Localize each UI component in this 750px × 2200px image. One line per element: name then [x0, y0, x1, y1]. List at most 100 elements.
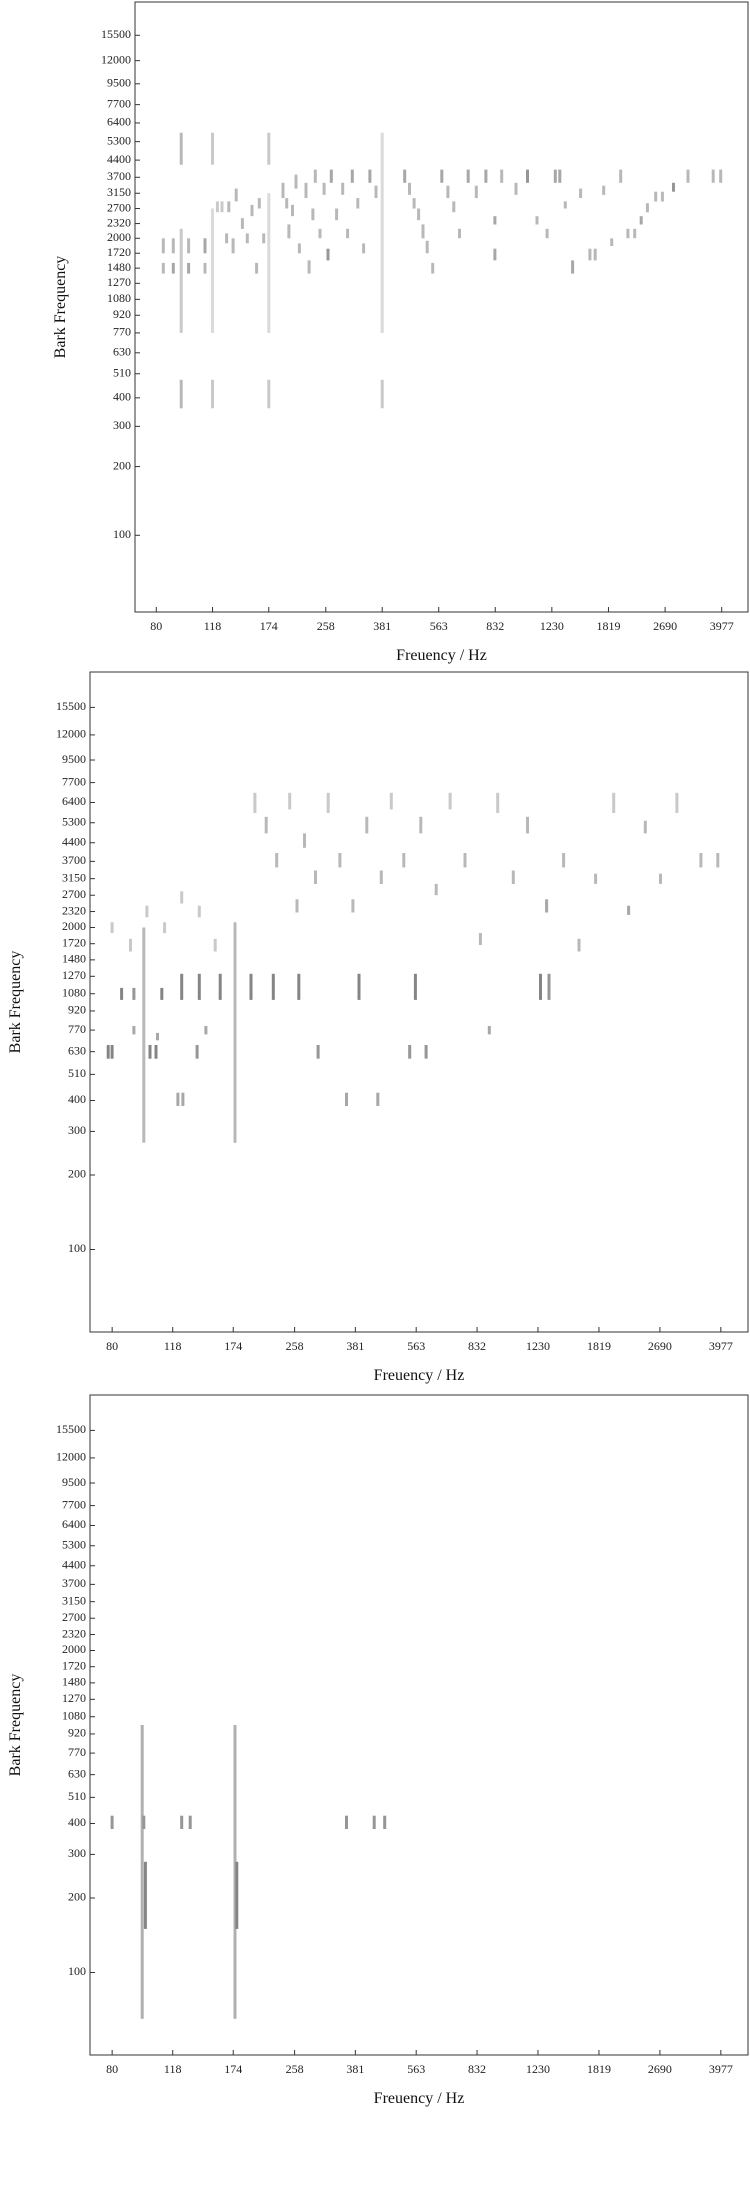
y-tick-label: 5300	[62, 1537, 86, 1551]
heatmap-cell	[215, 201, 219, 213]
heatmap-cell	[448, 792, 452, 810]
heatmap-cell	[253, 792, 257, 813]
y-tick-label: 510	[68, 1066, 86, 1080]
heatmap-cell	[539, 973, 542, 1000]
heatmap-cell	[267, 379, 271, 409]
heatmap-cell	[345, 1092, 348, 1106]
heatmap-cell	[314, 870, 317, 884]
heatmap-cell	[577, 938, 581, 952]
heatmap-cell	[204, 1026, 208, 1035]
y-tick-label: 770	[68, 1745, 86, 1759]
heatmap-cell	[659, 873, 662, 884]
heatmap-cell	[262, 233, 266, 244]
heatmap-cell	[171, 262, 175, 274]
y-tick-label: 3700	[107, 169, 131, 183]
y-tick-label: 1080	[62, 1708, 86, 1722]
y-tick-label: 100	[68, 1964, 86, 1978]
y-tick-label: 200	[68, 1890, 86, 1904]
heatmap-cell	[211, 208, 214, 333]
heatmap-cell	[329, 169, 333, 183]
heatmap-cell	[716, 853, 720, 868]
y-tick-label: 12000	[101, 52, 131, 66]
heatmap-cell	[356, 198, 360, 209]
heatmap-cell	[440, 169, 444, 183]
y-axis-title: Bark Frequency	[7, 951, 24, 1054]
heatmap-cell	[220, 201, 224, 213]
heatmap-cell	[143, 1861, 147, 1929]
x-tick-label: 2690	[648, 1339, 672, 1353]
x-tick-label: 563	[407, 1339, 425, 1353]
heatmap-cell	[120, 987, 124, 1000]
heatmap-cell	[487, 1026, 491, 1035]
panel-1: 100 200 300 400 510 630 770 920 1080 127014801720…	[52, 1, 749, 664]
x-tick-label: 563	[430, 619, 448, 633]
x-tick-label: 381	[373, 619, 391, 633]
heatmap-cell	[380, 379, 384, 409]
heatmap-cell	[338, 853, 342, 868]
heatmap-cell	[711, 169, 715, 183]
y-tick-label: 15500	[56, 1422, 86, 1436]
heatmap-cell	[255, 262, 259, 274]
heatmap-cell	[156, 1032, 159, 1041]
x-tick-label: 381	[346, 1339, 364, 1353]
heatmap-cell	[417, 208, 421, 221]
y-tick-label: 5300	[62, 814, 86, 828]
y-tick-label: 12000	[56, 727, 86, 741]
heatmap-cell	[403, 169, 407, 183]
y-tick-label: 1270	[62, 1691, 86, 1705]
heatmap-cell	[203, 262, 207, 274]
heatmap-cell	[154, 1045, 158, 1059]
y-tick-label: 1720	[62, 1658, 86, 1672]
y-tick-label: 510	[113, 366, 131, 380]
heatmap-cell	[250, 204, 254, 217]
y-tick-label: 3150	[62, 870, 86, 884]
heatmap-cell	[294, 174, 298, 189]
heatmap-cell	[132, 1026, 136, 1035]
heatmap-cell	[245, 233, 249, 244]
heatmap-cell	[307, 260, 311, 274]
heatmap-cell	[211, 379, 214, 409]
y-tick-label: 4400	[62, 1557, 86, 1571]
heatmap-cell	[553, 169, 557, 183]
heatmap-cell	[316, 1045, 320, 1059]
x-tick-label: 832	[468, 1339, 486, 1353]
y-tick-label: 1720	[62, 935, 86, 949]
heatmap-cell	[372, 1815, 376, 1829]
heatmap-cell	[446, 185, 450, 199]
heatmap-cell	[547, 973, 551, 1000]
y-tick-label: 400	[68, 1092, 86, 1106]
heatmap-cell	[351, 899, 355, 913]
heatmap-cell	[313, 169, 317, 183]
heatmap-cell	[368, 169, 372, 183]
heatmap-cell	[563, 201, 567, 209]
plot-frame	[89, 1394, 749, 2056]
y-tick-label: 770	[68, 1022, 86, 1036]
heatmap-cell	[545, 228, 549, 239]
heatmap-cell	[195, 1045, 199, 1059]
y-tick-label: 1080	[62, 985, 86, 999]
heatmap-cell	[619, 169, 623, 183]
heatmap-cell	[264, 816, 268, 834]
heatmap-cell	[213, 938, 217, 952]
heatmap-cell	[484, 169, 488, 183]
x-tick-label: 1230	[526, 2062, 550, 2076]
y-tick-label: 1080	[107, 291, 131, 305]
heatmap-cell	[180, 891, 184, 904]
heatmap-cell	[654, 191, 658, 202]
heatmap-cell	[424, 1045, 428, 1059]
y-tick-label: 4400	[107, 152, 131, 166]
heatmap-cell	[249, 973, 253, 1000]
heatmap-cell	[161, 238, 165, 254]
heatmap-cell	[643, 820, 647, 834]
heatmap-cell	[326, 792, 330, 813]
heatmap-cell	[179, 379, 183, 409]
heatmap-cell	[593, 248, 597, 261]
heatmap-cell	[719, 169, 723, 183]
x-tick-label: 832	[486, 619, 504, 633]
y-tick-label: 630	[68, 1766, 86, 1780]
heatmap-cell	[412, 198, 416, 209]
heatmap-cell	[281, 182, 285, 199]
heatmap-cell	[514, 182, 518, 195]
y-tick-label: 4400	[62, 834, 86, 848]
heatmap-cell	[408, 182, 411, 195]
